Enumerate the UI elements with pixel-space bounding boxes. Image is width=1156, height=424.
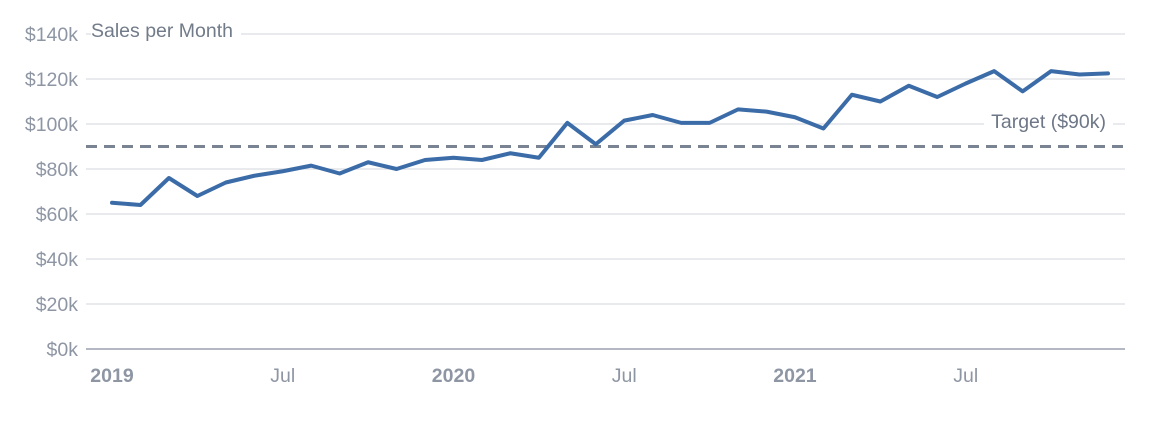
y-tick-label: $40k <box>36 249 79 271</box>
sales-line <box>110 69 1110 207</box>
y-tick-label: $60k <box>36 204 79 226</box>
x-tick-label: 2020 <box>432 365 476 387</box>
y-tick-label: $80k <box>36 159 79 181</box>
chart-title: Sales per Month <box>91 20 241 43</box>
target-line-label: Target ($90k) <box>984 111 1113 134</box>
x-tick-label: Jul <box>612 365 637 387</box>
x-tick-label: Jul <box>270 365 295 387</box>
x-tick-label: 2021 <box>773 365 817 387</box>
x-tick-label: 2019 <box>90 365 134 387</box>
y-tick-label: $120k <box>25 69 78 91</box>
y-tick-label: $140k <box>25 24 78 46</box>
y-tick-label: $0k <box>47 339 79 361</box>
y-tick-label: $100k <box>25 114 78 136</box>
x-tick-label: Jul <box>953 365 978 387</box>
y-tick-label: $20k <box>36 294 79 316</box>
